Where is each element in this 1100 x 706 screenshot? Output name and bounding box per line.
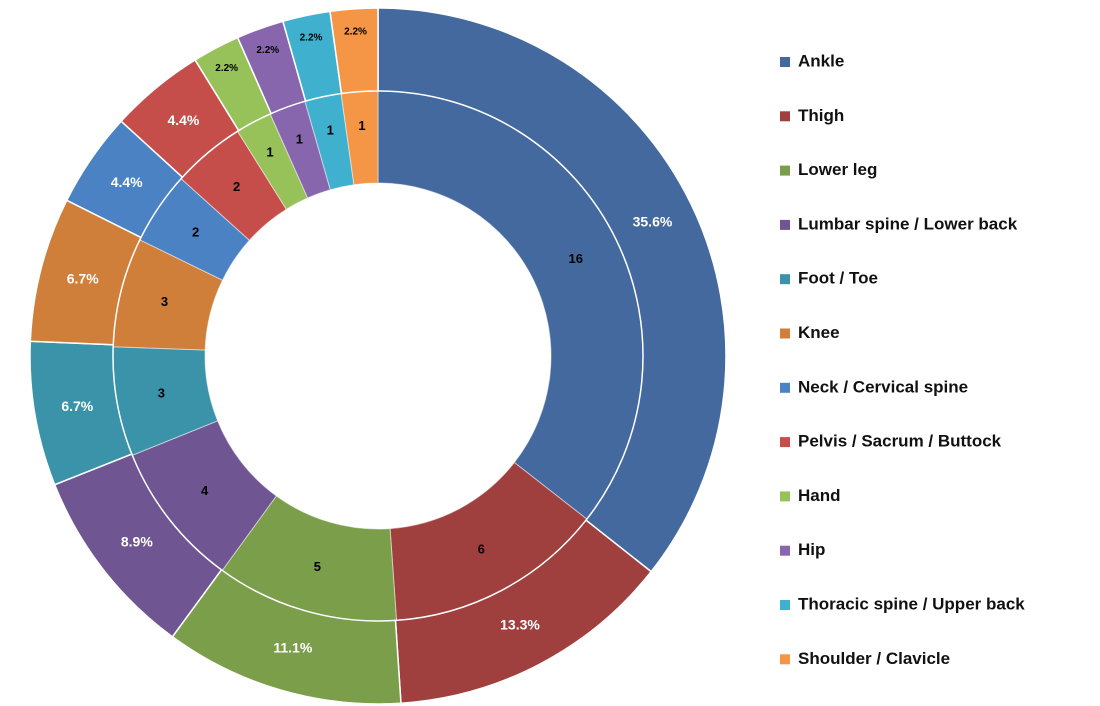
data-label: 2	[192, 224, 199, 239]
legend-swatch	[780, 274, 790, 285]
legend-swatch	[780, 111, 790, 122]
data-label: 1	[327, 122, 334, 137]
legend-label: Neck / Cervical spine	[798, 377, 968, 396]
legend-label: Shoulder / Clavicle	[798, 649, 950, 668]
data-label: 2.2%	[215, 63, 238, 74]
legend-label: Thigh	[798, 106, 844, 125]
data-label: 4	[201, 483, 209, 498]
legend-label: Hip	[798, 540, 825, 559]
legend-label: Pelvis / Sacrum / Buttock	[798, 432, 1002, 451]
legend-swatch	[780, 382, 790, 393]
data-label: 4.4%	[167, 112, 199, 128]
legend-label: Thoracic spine / Upper back	[798, 594, 1025, 613]
data-label: 1	[266, 144, 273, 159]
data-label: 1	[296, 131, 303, 146]
legend-label: Ankle	[798, 51, 844, 70]
legend-swatch	[780, 491, 790, 502]
legend-swatch	[780, 219, 790, 230]
data-label: 35.6%	[633, 214, 673, 230]
legend-swatch	[780, 328, 790, 339]
legend-swatch	[780, 165, 790, 176]
data-label: 2.2%	[256, 45, 279, 56]
legend-swatch	[780, 437, 790, 448]
legend-label: Knee	[798, 323, 840, 342]
data-label: 6.7%	[67, 270, 99, 286]
data-label: 6	[478, 542, 485, 557]
legend-swatch	[780, 545, 790, 556]
data-label: 2.2%	[300, 33, 323, 44]
donut-segment	[377, 7, 727, 573]
legend-label: Lumbar spine / Lower back	[798, 214, 1018, 233]
data-label: 8.9%	[121, 533, 153, 549]
data-label: 11.1%	[273, 640, 312, 656]
legend-swatch	[780, 57, 790, 67]
data-label: 1	[358, 118, 365, 133]
legend-label: Hand	[798, 486, 841, 505]
donut-segment	[329, 7, 379, 95]
data-label: 2.2%	[344, 26, 367, 37]
data-label: 16	[569, 251, 583, 266]
data-label: 13.3%	[500, 617, 540, 633]
data-label: 6.7%	[61, 398, 93, 414]
legend-swatch	[780, 654, 790, 665]
data-label: 3	[161, 294, 168, 309]
legend-swatch	[780, 600, 790, 610]
data-label: 5	[314, 559, 321, 574]
data-label: 2	[233, 179, 240, 194]
legend-label: Lower leg	[798, 160, 877, 179]
legend-label: Foot / Toe	[798, 269, 878, 288]
data-label: 4.4%	[111, 174, 143, 190]
data-label: 3	[158, 386, 165, 401]
